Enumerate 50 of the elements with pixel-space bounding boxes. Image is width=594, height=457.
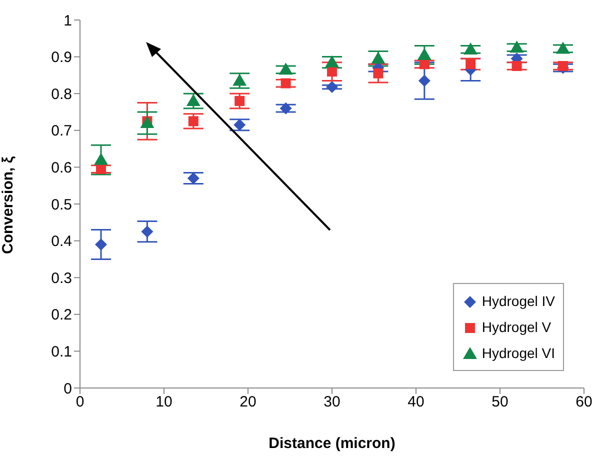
point	[96, 164, 106, 174]
legend-label: Hydrogel IV	[482, 293, 555, 309]
y-tick-label: 0.6	[51, 160, 72, 177]
y-tick-label: 0.4	[51, 233, 72, 250]
point	[417, 48, 432, 60]
y-tick-label: 0.8	[51, 86, 72, 103]
point	[373, 68, 384, 78]
y-tick-label: 0.7	[51, 122, 72, 140]
point	[556, 42, 570, 54]
legend-label: Hydrogel V	[482, 319, 552, 335]
y-tick-label: 1	[64, 12, 72, 30]
x-tick-label: 50	[492, 394, 508, 411]
x-tick-label: 40	[408, 394, 424, 411]
point	[95, 238, 107, 250]
y-tick-label: 0.3	[51, 270, 72, 287]
point	[187, 172, 200, 184]
x-axis-title: Distance (micron)	[268, 435, 396, 452]
point	[186, 94, 200, 106]
y-tick-label: 0.9	[51, 49, 72, 66]
point	[141, 226, 154, 238]
point	[419, 59, 430, 70]
point	[234, 118, 246, 131]
point	[558, 61, 568, 71]
point	[418, 74, 430, 87]
point	[278, 62, 293, 75]
x-tick-label: 20	[240, 394, 256, 411]
point	[326, 80, 338, 93]
y-tick-label: 0.1	[51, 344, 72, 361]
x-tick-label: 60	[576, 394, 592, 411]
point	[232, 74, 247, 86]
x-tick-label: 0	[76, 394, 84, 411]
point	[94, 152, 108, 165]
point	[466, 59, 476, 70]
point	[234, 96, 245, 106]
point	[371, 52, 386, 64]
y-axis-title: Conversion, ξ	[0, 156, 16, 254]
point	[280, 102, 292, 114]
x-tick-label: 10	[156, 394, 172, 411]
y-tick-label: 0.5	[51, 196, 72, 214]
legend-label: Hydrogel VI	[482, 345, 555, 361]
point	[512, 61, 522, 71]
point	[510, 40, 524, 53]
y-tick-label: 0.2	[51, 306, 72, 324]
point	[325, 55, 339, 68]
y-tick-label: 0	[64, 380, 72, 398]
point	[188, 116, 198, 126]
point	[280, 78, 291, 88]
point	[327, 66, 337, 77]
x-tick-label: 30	[324, 394, 340, 411]
point	[464, 42, 478, 54]
